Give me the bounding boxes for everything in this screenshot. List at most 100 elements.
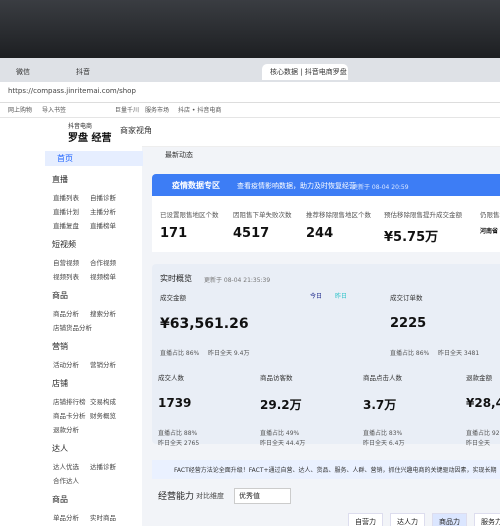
bookmark[interactable]: 服务市场: [145, 107, 170, 114]
menu-item[interactable]: 直播榜单: [90, 222, 116, 230]
browser-tab[interactable]: 微信: [16, 68, 30, 76]
menu-section[interactable]: 商品: [52, 291, 68, 300]
metric-label: 成交金额: [160, 294, 186, 302]
card-label: 仍限售地区: [480, 211, 500, 219]
menu-section[interactable]: 首页: [45, 151, 143, 166]
metric-value: 1739: [158, 396, 192, 410]
menu-item[interactable]: 店铺货品分析: [53, 324, 92, 332]
menu-item[interactable]: 活动分析: [53, 361, 79, 369]
realtime-title: 实时概览: [160, 274, 192, 283]
menu-item[interactable]: 实时商品: [90, 514, 116, 522]
ability-compare: 对比维度: [196, 492, 224, 500]
menu-item[interactable]: 退款分析: [53, 426, 79, 434]
metric-yesterday: 昨日全天 6.4万: [363, 440, 405, 447]
menu-item[interactable]: 自营视频: [53, 259, 79, 267]
menu-section[interactable]: 商品: [52, 495, 68, 504]
metric-value: 2225: [390, 316, 427, 331]
url[interactable]: https://compass.jinritemai.com/shop: [8, 87, 136, 95]
banner-cards: [152, 196, 500, 252]
metric-yesterday: 昨日全天: [466, 440, 491, 447]
metric-yesterday: 昨日全天 9.4万: [208, 350, 250, 357]
metric-share: 直播占比 49%: [260, 430, 300, 437]
notice-bar: FACT经营方法论全面升级！FACT+通过自营、达人、货品、服务、人群、营销，抓…: [152, 460, 500, 479]
metric-value: 3.7万: [363, 398, 397, 412]
address-bar: [0, 82, 500, 103]
menu-item[interactable]: 单品分析: [53, 514, 79, 522]
menu-section[interactable]: 营销: [52, 342, 68, 351]
ability-option[interactable]: 优秀值: [234, 488, 291, 504]
card-value: 4517: [233, 226, 270, 241]
app-header: [0, 118, 500, 147]
metric-yesterday: 昨日全天 3481: [438, 350, 480, 357]
menu-item[interactable]: 商品分析: [53, 310, 79, 318]
metric-yesterday: 昨日全天 2765: [158, 440, 200, 447]
ability-title: 经营能力: [158, 492, 195, 502]
banner: [152, 174, 500, 196]
menu-item[interactable]: 合作达人: [53, 477, 79, 485]
metric-share: 直播占比 92: [466, 430, 500, 437]
ability-tab[interactable]: 服务力: [474, 513, 500, 526]
metric-label: 商品点击人数: [363, 374, 402, 382]
ability-tab[interactable]: 达人力: [390, 513, 425, 526]
card-value: ¥5.75万: [384, 230, 439, 245]
legend: 今日: [310, 293, 323, 300]
menu-item[interactable]: 商品卡分析: [53, 412, 86, 420]
browser-tab[interactable]: 核心数据 | 抖音电商罗盘: [262, 64, 348, 80]
card-label: 预估移除限售提升成交金额: [384, 211, 462, 219]
metric-label: 成交人数: [158, 374, 184, 382]
menu-item[interactable]: 财务概览: [90, 412, 116, 420]
menu-item[interactable]: 直播列表: [53, 194, 79, 202]
menu-item[interactable]: 交易构成: [90, 398, 116, 406]
menu-section[interactable]: 短视频: [52, 240, 76, 249]
metric-label: 商品访客数: [260, 374, 293, 382]
ability-tab[interactable]: 自营力: [348, 513, 383, 526]
metric-share: 直播占比 83%: [363, 430, 403, 437]
metric-value: 29.2万: [260, 398, 302, 412]
card-value: 244: [306, 226, 334, 241]
metric-share: 直播占比 88%: [158, 430, 198, 437]
ability-tab[interactable]: 商品力: [432, 513, 467, 526]
menu-item[interactable]: 直播复盘: [53, 222, 79, 230]
menu-item[interactable]: 视频列表: [53, 273, 79, 281]
banner-title: 疫情数据专区: [172, 181, 220, 190]
menu-item[interactable]: 合作视频: [90, 259, 116, 267]
news-title: 最新动态: [165, 151, 193, 159]
metric-label: 退款金额: [466, 374, 492, 382]
card-label: 已设置限售地区个数: [160, 211, 219, 219]
menu-section[interactable]: 达人: [52, 444, 68, 453]
logo-brand: 抖音电商: [68, 123, 93, 130]
metric-value: ¥28,4: [466, 396, 500, 410]
realtime-updated: 更新于 08-04 21:35:39: [204, 277, 271, 284]
metric-share: 直播占比 86%: [160, 350, 200, 357]
menu-section[interactable]: 店铺: [52, 379, 68, 388]
browser-tab[interactable]: 抖音: [76, 68, 90, 76]
menu-item[interactable]: 自播诊断: [90, 194, 116, 202]
logo-name: 罗盘 经营: [68, 133, 112, 144]
card-label: 因阻售下单失败次数: [233, 211, 292, 219]
menu-item[interactable]: 店铺排行榜: [53, 398, 86, 406]
bookmark[interactable]: 网上购物: [8, 107, 33, 114]
metric-share: 直播占比 86%: [390, 350, 430, 357]
menu-item[interactable]: 主播分析: [90, 208, 116, 216]
bookmark[interactable]: 抖店 • 抖音电商: [178, 107, 222, 114]
card-value: 河南省: [480, 228, 499, 235]
metric-yesterday: 昨日全天 44.4万: [260, 440, 306, 447]
banner-subtitle: 查看疫情影响数据，助力及时恢复经营: [237, 182, 356, 190]
realtime-panel: [152, 264, 500, 444]
sidebar: [0, 146, 142, 526]
bookmark[interactable]: 导入书签: [42, 107, 67, 114]
metric-label: 成交订单数: [390, 294, 423, 302]
menu-item[interactable]: 视频榜单: [90, 273, 116, 281]
menu-item[interactable]: 达人优选: [53, 463, 79, 471]
top-nav[interactable]: 商家视角: [120, 126, 152, 135]
banner-updated: 更新于 08-04 20:59: [352, 184, 409, 191]
menu-item[interactable]: 搜索分析: [90, 310, 116, 318]
menu-item[interactable]: 营销分析: [90, 361, 116, 369]
menu-section[interactable]: 直播: [52, 175, 68, 184]
bookmark-bar: [0, 103, 500, 118]
bookmark[interactable]: 巨量千川: [115, 107, 140, 114]
metric-value: ¥63,561.26: [160, 316, 249, 332]
menu-item[interactable]: 直播计划: [53, 208, 79, 216]
menu-item[interactable]: 达播诊断: [90, 463, 116, 471]
